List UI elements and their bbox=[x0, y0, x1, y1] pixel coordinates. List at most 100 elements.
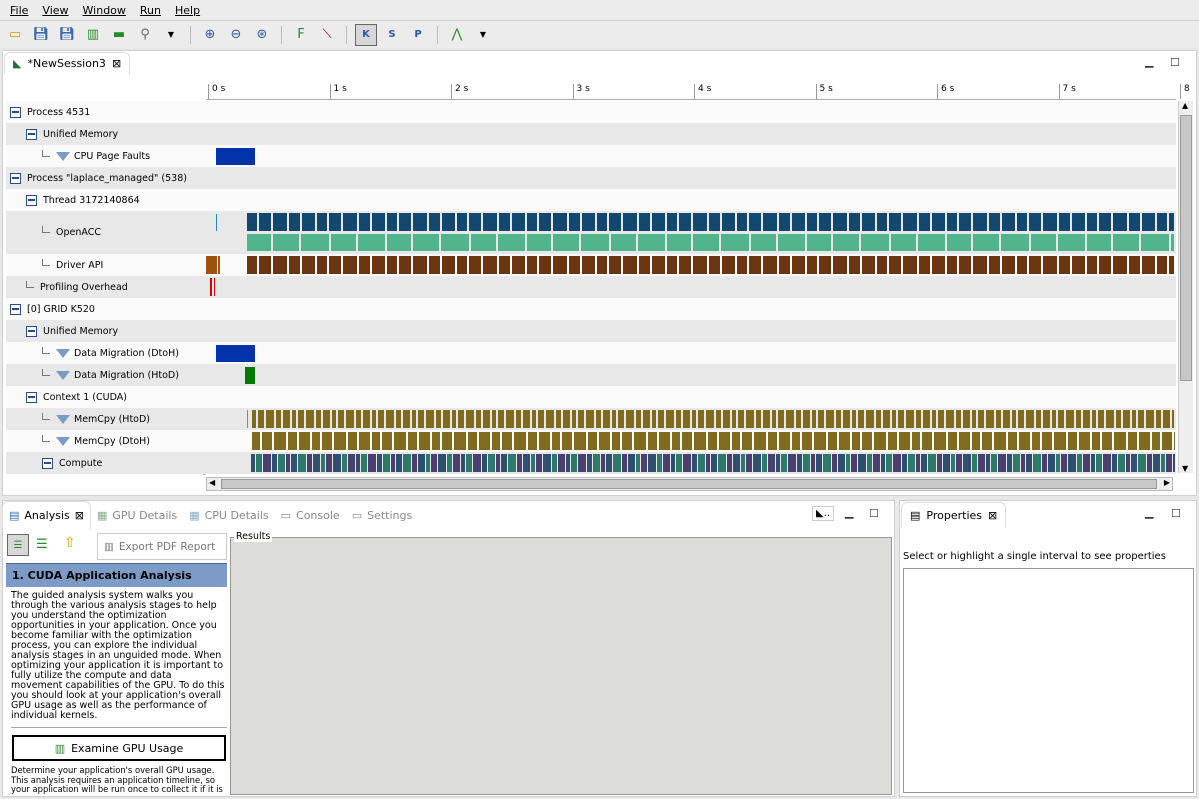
memcpy-dtoh-bar[interactable] bbox=[1128, 432, 1137, 450]
memcpy-htod-bar[interactable] bbox=[812, 410, 816, 428]
stream-color-icon[interactable]: S bbox=[388, 29, 396, 40]
openacc-bar[interactable] bbox=[877, 213, 887, 231]
compute-bar[interactable] bbox=[916, 454, 920, 472]
memcpy-dtoh-bar[interactable] bbox=[419, 432, 430, 450]
compute-bar[interactable] bbox=[571, 454, 577, 472]
driver-api-bar[interactable] bbox=[1087, 256, 1097, 274]
memcpy-htod-bar[interactable] bbox=[858, 410, 864, 428]
driver-api-bar[interactable] bbox=[679, 256, 691, 274]
memcpy-htod-bar[interactable] bbox=[1052, 410, 1056, 428]
compute-bar[interactable] bbox=[986, 454, 990, 472]
memcpy-htod-bar[interactable] bbox=[452, 410, 456, 428]
memcpy-htod-bar[interactable] bbox=[292, 410, 296, 428]
compute-bar[interactable] bbox=[313, 454, 320, 472]
memcpy-dtoh-bar[interactable] bbox=[454, 432, 466, 450]
memcpy-dtoh-bar[interactable] bbox=[634, 432, 646, 450]
close-icon[interactable]: ⊠ bbox=[111, 57, 122, 70]
driver-api-bar[interactable] bbox=[1017, 256, 1027, 274]
dependency-icon[interactable]: ⋀ bbox=[451, 27, 463, 42]
openacc-bar[interactable] bbox=[709, 213, 720, 231]
openacc-bar[interactable] bbox=[932, 213, 945, 231]
memcpy-htod-bar[interactable] bbox=[1003, 410, 1010, 428]
openacc-bar[interactable] bbox=[442, 213, 455, 231]
driver-api-bar[interactable] bbox=[289, 256, 300, 274]
compute-bar[interactable] bbox=[963, 454, 971, 472]
openacc-bar[interactable] bbox=[959, 213, 971, 231]
memcpy-htod-bar[interactable] bbox=[626, 410, 634, 428]
memcpy-htod-bar[interactable] bbox=[332, 410, 336, 428]
memcpy-htod-bar[interactable] bbox=[643, 410, 650, 428]
driver-api-bar[interactable] bbox=[218, 256, 220, 274]
openacc-bar[interactable] bbox=[343, 213, 357, 231]
driver-api-bar[interactable] bbox=[206, 256, 217, 274]
compute-bar[interactable] bbox=[1061, 454, 1067, 472]
driver-api-bar[interactable] bbox=[903, 256, 917, 274]
compute-bar[interactable] bbox=[886, 454, 892, 472]
memcpy-dtoh-bar[interactable] bbox=[888, 432, 897, 450]
memcpy-htod-bar[interactable] bbox=[1043, 410, 1050, 428]
memcpy-htod-bar[interactable] bbox=[772, 410, 776, 428]
compute-bar[interactable] bbox=[606, 454, 612, 472]
memcpy-htod-bar[interactable] bbox=[316, 410, 321, 428]
compute-bar[interactable] bbox=[1021, 454, 1025, 472]
memcpy-htod-bar[interactable] bbox=[1106, 410, 1114, 428]
memcpy-htod-bar[interactable] bbox=[498, 410, 504, 428]
maximize-icon[interactable]: ☐ bbox=[1170, 56, 1180, 69]
collapse-icon[interactable] bbox=[26, 325, 37, 337]
driver-api-bar[interactable] bbox=[582, 256, 595, 274]
memcpy-dtoh-bar[interactable] bbox=[562, 432, 572, 450]
memcpy-htod-bar[interactable] bbox=[1083, 410, 1090, 428]
compute-bar[interactable] bbox=[501, 454, 507, 472]
memcpy-htod-bar[interactable] bbox=[866, 410, 874, 428]
compute-bar[interactable] bbox=[641, 454, 647, 472]
examine-gpu-usage-button[interactable]: ▥ Examine GPU Usage bbox=[12, 735, 226, 761]
memcpy-dtoh-bar[interactable] bbox=[1019, 432, 1030, 450]
memcpy-htod-bar[interactable] bbox=[506, 410, 514, 428]
memcpy-htod-bar[interactable] bbox=[546, 410, 554, 428]
driver-api-bar[interactable] bbox=[343, 256, 357, 274]
compute-bar[interactable] bbox=[348, 454, 355, 472]
memcpy-htod-bar[interactable] bbox=[1156, 410, 1161, 428]
export-pdf-button[interactable]: ▥ Export PDF Report bbox=[97, 533, 227, 560]
openacc-bar[interactable] bbox=[903, 213, 917, 231]
compute-bar[interactable] bbox=[403, 454, 411, 472]
openacc-bar[interactable] bbox=[553, 234, 579, 251]
memcpy-htod-bar[interactable] bbox=[298, 410, 304, 428]
memcpy-htod-bar[interactable] bbox=[898, 410, 904, 428]
compute-bar[interactable] bbox=[622, 454, 627, 472]
memcpy-htod-bar[interactable] bbox=[283, 410, 290, 428]
openacc-bar[interactable] bbox=[693, 213, 707, 231]
compute-bar[interactable] bbox=[972, 454, 977, 472]
memcpy-htod-bar[interactable] bbox=[683, 410, 690, 428]
memcpy-htod-bar[interactable] bbox=[378, 410, 384, 428]
maximize-icon[interactable]: ☐ bbox=[869, 507, 879, 520]
memcpy-htod-bar[interactable] bbox=[356, 410, 361, 428]
compute-bar[interactable] bbox=[1077, 454, 1082, 472]
tab-console[interactable]: ▭ Console bbox=[275, 501, 346, 529]
memcpy-htod-bar[interactable] bbox=[443, 410, 450, 428]
driver-api-bar[interactable] bbox=[877, 256, 887, 274]
openacc-bar[interactable] bbox=[1043, 213, 1057, 231]
memcpy-htod-bar[interactable] bbox=[692, 410, 696, 428]
compute-bar[interactable] bbox=[1033, 454, 1041, 472]
memcpy-htod-bar[interactable] bbox=[538, 410, 544, 428]
memcpy-htod-bar[interactable] bbox=[676, 410, 681, 428]
driver-api-bar[interactable] bbox=[667, 256, 677, 274]
driver-api-bar[interactable] bbox=[1099, 256, 1111, 274]
driver-api-bar[interactable] bbox=[862, 256, 875, 274]
compute-bar[interactable] bbox=[1173, 454, 1175, 472]
driver-api-bar[interactable] bbox=[819, 256, 831, 274]
memcpy-dtoh-bar[interactable] bbox=[672, 432, 680, 450]
compute-bar[interactable] bbox=[517, 454, 522, 472]
memcpy-dtoh-bar[interactable] bbox=[912, 432, 920, 450]
memcpy-htod-bar[interactable] bbox=[1092, 410, 1096, 428]
driver-api-bar[interactable] bbox=[932, 256, 945, 274]
memcpy-htod-bar[interactable] bbox=[1018, 410, 1024, 428]
openacc-bar[interactable] bbox=[399, 213, 411, 231]
memcpy-htod-bar[interactable] bbox=[836, 410, 841, 428]
compute-bar[interactable] bbox=[1131, 454, 1137, 472]
collapse-icon[interactable] bbox=[10, 303, 21, 315]
openacc-bar[interactable] bbox=[1059, 213, 1070, 231]
compute-bar[interactable] bbox=[741, 454, 745, 472]
openacc-bar[interactable] bbox=[1058, 234, 1085, 251]
